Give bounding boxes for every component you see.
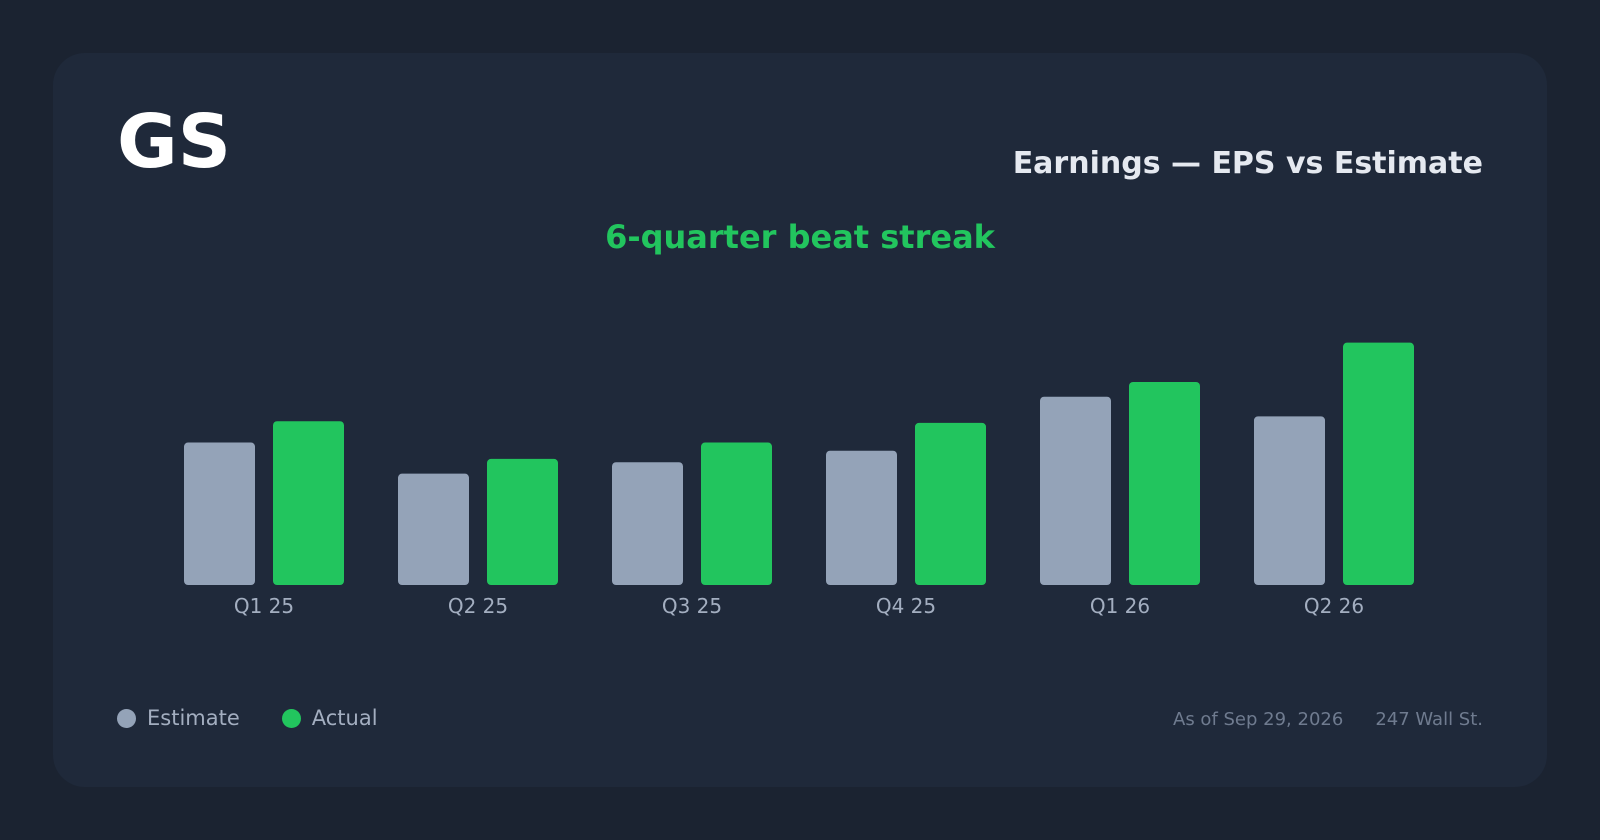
bar-estimate-q3-25 (612, 462, 683, 585)
earnings-card: GS Earnings — EPS vs Estimate 6-quarter … (53, 53, 1547, 787)
bar-estimate-q4-25 (826, 450, 897, 585)
bar-group-q2-26: Q2 26 (1254, 342, 1414, 618)
x-tick-label: Q2 25 (448, 594, 508, 618)
x-tick-label: Q2 26 (1304, 594, 1364, 618)
bar-estimate-q2-26 (1254, 416, 1325, 585)
ticker-symbol: GS (117, 99, 232, 185)
bar-estimate-q1-25 (184, 442, 255, 585)
x-tick-label: Q1 26 (1090, 594, 1150, 618)
bar-group-q3-25: Q3 25 (612, 442, 772, 618)
bar-estimate-q1-26 (1040, 396, 1111, 585)
legend-swatch-estimate (117, 709, 136, 728)
as-of-date: As of Sep 29, 2026 (1173, 709, 1344, 730)
chart-title: Earnings — EPS vs Estimate (1012, 146, 1483, 181)
legend-label-estimate: Estimate (147, 706, 240, 730)
bar-actual-q2-26 (1343, 342, 1414, 585)
legend-item-actual: Actual (281, 706, 378, 730)
legend-label-actual: Actual (311, 706, 378, 730)
bar-actual-q3-25 (701, 442, 772, 585)
beat-streak-label: 6-quarter beat streak (605, 218, 995, 256)
chart-legend: Estimate Actual (117, 708, 420, 729)
x-tick-label: Q1 25 (234, 594, 294, 618)
legend-item-estimate: Estimate (117, 708, 240, 729)
bar-actual-q1-25 (273, 421, 344, 585)
bar-group-q1-25: Q1 25 (184, 421, 344, 618)
bar-actual-q1-26 (1129, 381, 1200, 585)
bar-actual-q4-25 (915, 422, 986, 585)
eps-bar-chart: Q1 25 Q2 25 Q3 25 Q4 25 Q1 26 Q2 26 (184, 342, 1414, 618)
bar-group-q2-25: Q2 25 (398, 458, 558, 618)
bar-group-q4-25: Q4 25 (826, 422, 986, 618)
bar-estimate-q2-25 (398, 473, 469, 585)
legend-swatch-actual (281, 709, 301, 728)
source-label: 247 Wall St. (1375, 709, 1483, 730)
chart-footer: As of Sep 29, 2026 247 Wall St. (1173, 711, 1483, 729)
x-tick-label: Q3 25 (662, 594, 722, 618)
x-tick-label: Q4 25 (876, 594, 936, 618)
bar-group-q1-26: Q1 26 (1040, 381, 1200, 618)
bar-actual-q2-25 (487, 458, 558, 585)
